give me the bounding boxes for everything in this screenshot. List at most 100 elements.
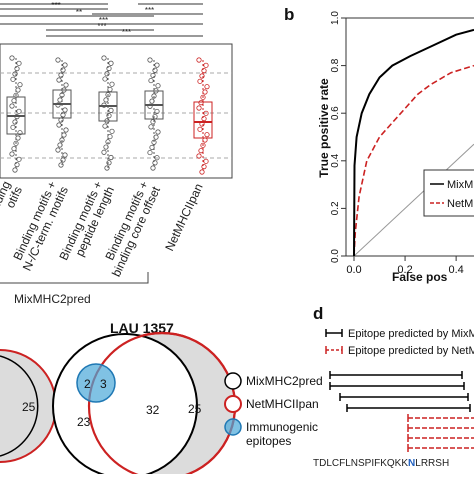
boxplot-point [62,62,68,68]
boxplot-point [56,122,62,128]
venn-count-immuno-both: 3 [100,377,107,391]
boxplot-point [13,140,19,146]
boxplot-point [62,152,68,158]
boxplot-point [154,62,160,68]
sequence-highlight: N [408,458,415,469]
boxplot-point [149,98,155,104]
boxplot-point [58,117,64,123]
boxplot-point [12,119,18,125]
y-tick-label: 0.0 [330,249,341,263]
boxplot-point [202,89,208,95]
boxplot-point [155,83,161,89]
boxplot-point [12,71,18,77]
x-axis-label: False pos [392,270,448,284]
epitope-legend-label: Epitope predicted by MixM [348,328,474,340]
x-tick-labels: indingotifs Binding motifs +N-/C-term. m… [0,179,206,279]
x-tick-label: 0.4 [448,264,463,276]
boxplot-point [55,57,61,63]
boxplot-point [196,57,202,63]
boxplot-point [152,113,158,120]
boxplot-point [147,103,153,109]
boxplot-point [104,165,110,171]
boxplot-point [200,142,206,148]
venn-legend-label: epitopes [246,434,291,448]
boxplot-point [14,66,20,72]
significance-marker: *** [51,1,60,10]
venn-count-mix-only: 23 [77,415,91,429]
x-tick-label: indingotifs [0,179,25,219]
boxplot-point [148,77,154,84]
roc-plot-frame [345,17,474,257]
boxplot-point [61,132,67,138]
roc-curve-netmhciipan [353,64,474,257]
y-axis-label: True positive rate [317,78,331,178]
boxplot-point [108,60,114,66]
boxplot-point [106,160,112,166]
significance-marker: *** [145,6,154,15]
boxplot-point [58,72,64,78]
boxplot-point [148,124,154,130]
legend-label: NetMH [447,198,474,210]
significance-marker: *** [28,0,37,5]
significance-marker: *** [168,0,177,5]
immunogenic-epitopes-circle [76,363,116,403]
y-tick-label: 0.2 [330,201,341,215]
venn-count-net-only: 25 [188,402,202,416]
boxplot-point [150,72,156,79]
roc-curve-mixmhc2pred [353,28,474,257]
boxplot-point [199,73,205,79]
boxplot-point [152,67,158,73]
venn-left-circle [0,355,39,457]
boxplot-point [55,147,61,153]
boxplot-point [199,121,205,127]
boxplot-point [12,167,18,173]
boxplot-point [15,87,21,93]
x-tick-label: 0.0 [346,264,361,276]
boxplot-point [102,76,108,82]
boxplot-point [101,55,107,61]
boxplot-point [14,162,20,168]
boxplot-point [103,144,109,150]
significance-marker: *** [99,16,108,25]
boxplot-point [105,139,111,145]
boxplot-point [201,68,207,74]
boxplot-point [9,55,15,61]
boxplot-point [17,82,23,88]
sequence-left: TDLCFLNSPIFKQKK [313,458,408,469]
boxplot-point [11,146,17,152]
legend-swatch-netmhciipan [224,395,242,413]
boxplot-point [16,156,22,162]
boxplot-point [101,102,107,108]
boxplot-point [109,81,115,87]
boxplots [6,55,213,175]
y-tick-label: 1.0 [330,11,341,25]
boxplot-point [102,123,108,129]
panel-a: ************************** indingotifs B… [0,0,233,306]
boxplot-point [14,114,20,120]
boxplot-point [201,116,207,122]
boxplot-frame [0,43,233,179]
significance-marker: *** [97,22,106,31]
boxplot-point [56,77,62,83]
boxplot-point [200,94,206,100]
legend-swatch-mixmhc2pred [224,372,242,390]
venn-title: LAU 1357 [110,320,174,336]
boxplot-point [107,86,113,93]
boxplot-point [10,76,16,82]
panel-b: b True positive rate False pos 0.0 0.2 0.4… [284,5,474,284]
boxplot-point [153,134,159,140]
significance-marker: ** [76,8,82,17]
boxplot-point [147,57,153,63]
boxplot-point [104,71,110,77]
group-label: MixMHC2pred [14,292,91,306]
boxplot-point [60,67,66,73]
significance-brackets: ************************** [0,0,203,37]
panel-c: 25 LAU 1357 2 3 23 32 25 MixMHC2pred Net… [0,320,323,479]
boxplot-point [105,92,111,98]
boxplot-point [150,165,156,171]
panel-d: d Epitope predicted by MixM Epitope pred… [313,304,474,469]
boxplot-point [60,157,66,163]
venn-legend-label: MixMHC2pred [246,374,323,388]
